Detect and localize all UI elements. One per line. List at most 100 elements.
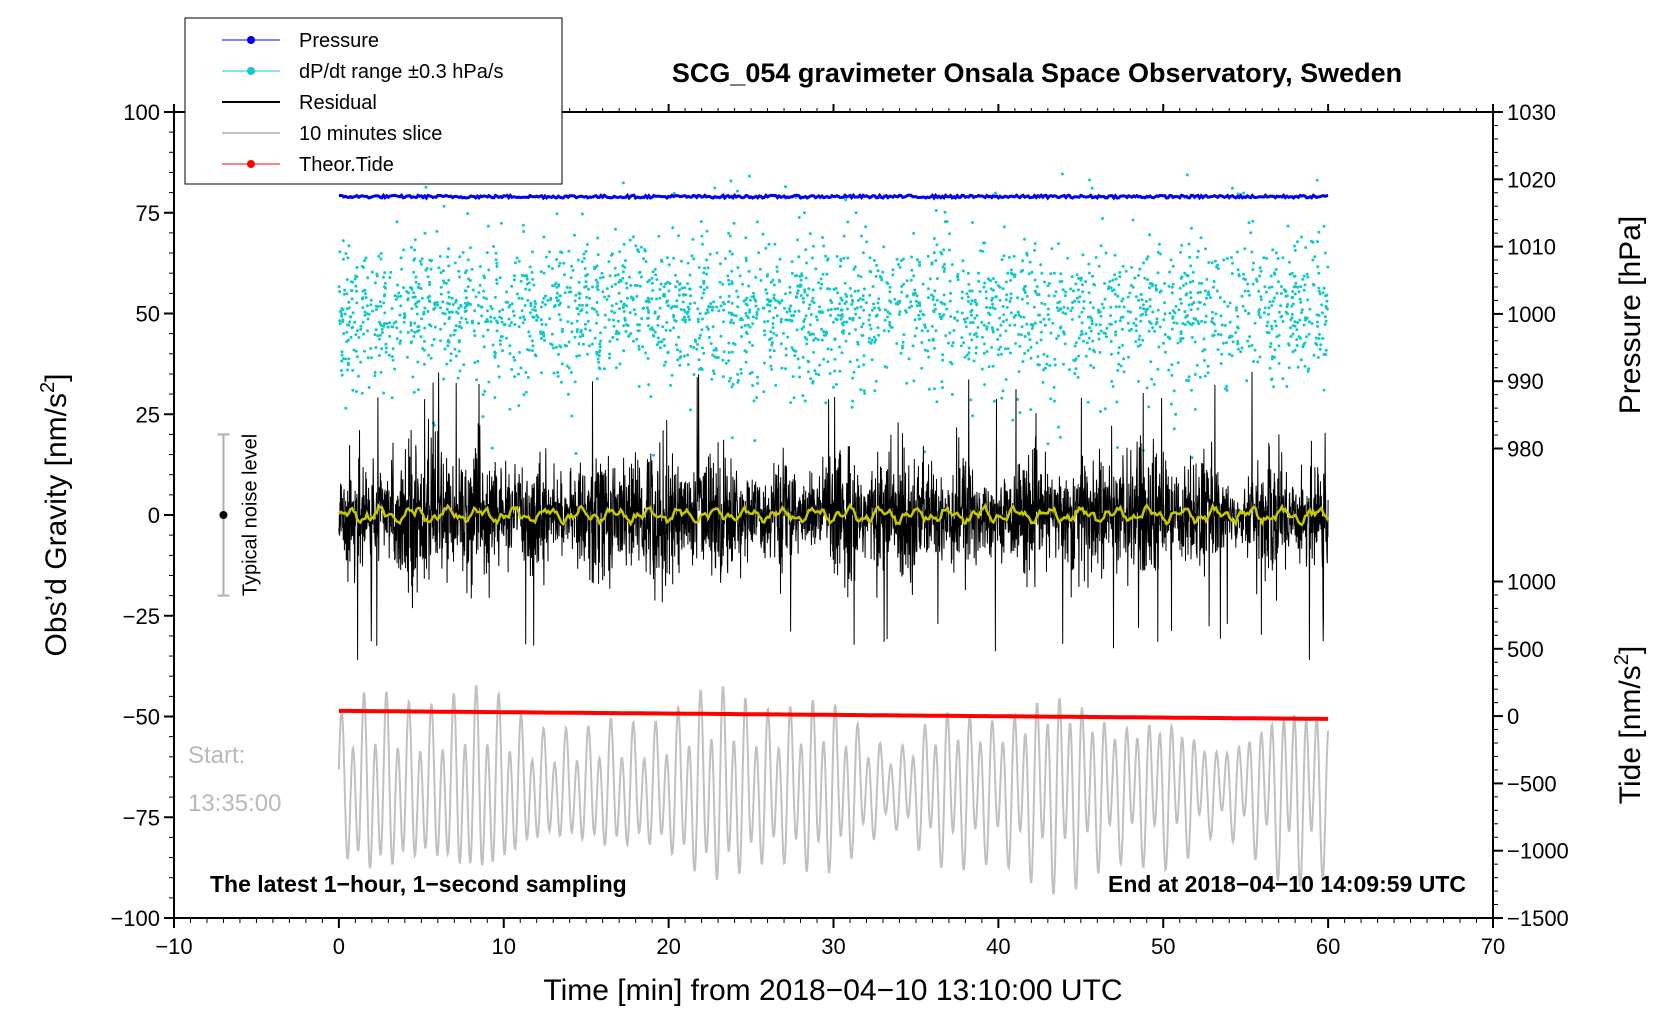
dpdt-point [791,375,795,379]
dpdt-point [637,385,641,388]
dpdt-point [351,368,355,372]
dpdt-point [621,306,625,310]
dpdt-point [898,266,902,269]
dpdt-point [411,375,415,379]
dpdt-point [859,305,863,309]
dpdt-point [651,328,655,332]
dpdt-point [974,351,978,355]
dpdt-point [495,261,499,265]
dpdt-point [874,379,878,383]
dpdt-point [1322,388,1326,392]
dpdt-point [790,346,794,350]
dpdt-point [1316,324,1320,328]
dpdt-point [350,297,354,301]
dpdt-point [1186,274,1190,278]
dpdt-point [840,308,844,312]
dpdt-point [392,321,396,325]
dpdt-point [755,313,759,317]
dpdt-point [618,250,622,254]
dpdt-point [622,310,626,313]
dpdt-point [577,342,581,346]
dpdt-point [1012,254,1016,258]
dpdt-point [1267,306,1271,310]
dpdt-point [512,314,516,318]
dpdt-point [934,259,938,263]
dpdt-point [1258,355,1262,359]
dpdt-point [458,320,462,324]
dpdt-point [1325,293,1329,297]
dpdt-point [521,321,525,325]
dpdt-point [410,329,414,332]
dpdt-point [965,316,969,320]
dpdt-point [1079,333,1083,337]
dpdt-point [570,321,574,325]
dpdt-point [969,313,973,317]
dpdt-point [681,300,685,304]
dpdt-point [1253,321,1257,325]
dpdt-point [1299,285,1303,289]
dpdt-point [459,303,463,307]
dpdt-point [366,317,370,321]
pressure-tick-label: 1010 [1507,235,1556,260]
dpdt-point [1175,321,1179,325]
dpdt-point [1305,316,1309,320]
dpdt-point [1151,310,1155,314]
dpdt-point [1074,282,1078,286]
dpdt-point [652,334,656,338]
dpdt-point [732,221,736,225]
dpdt-point [1082,299,1086,303]
dpdt-point [1299,300,1303,304]
dpdt-point [1316,240,1319,244]
dpdt-point [1148,286,1151,290]
dpdt-point [883,308,887,312]
dpdt-point [384,350,388,354]
dpdt-point [561,327,565,331]
dpdt-point [701,317,704,321]
dpdt-point [776,300,780,303]
dpdt-point [428,280,432,284]
dpdt-point [396,283,400,287]
dpdt-point [711,353,715,357]
dpdt-point [653,267,657,271]
dpdt-point [345,330,349,334]
dpdt-point [349,315,353,319]
dpdt-point [1203,374,1207,378]
dpdt-point [359,360,363,364]
dpdt-point [712,372,716,376]
dpdt-point [1298,318,1302,322]
dpdt-point [343,288,347,292]
dpdt-point [667,289,671,293]
dpdt-point [422,362,426,366]
dpdt-point [1071,289,1075,293]
dpdt-point [495,265,499,268]
dpdt-point [722,350,726,354]
dpdt-point [819,277,823,281]
dpdt-point [1089,363,1093,367]
dpdt-point [1153,329,1157,333]
dpdt-point [705,308,709,312]
dpdt-point [1038,363,1041,367]
dpdt-point [519,366,523,370]
dpdt-point [1242,277,1246,281]
dpdt-point [855,358,859,362]
dpdt-point [418,259,422,263]
dpdt-point [353,320,357,324]
dpdt-point [477,321,481,325]
dpdt-point [805,337,809,341]
dpdt-point [756,381,760,385]
dpdt-point [1103,281,1107,285]
dpdt-point [705,229,709,233]
dpdt-point [672,326,676,330]
dpdt-point [787,307,791,311]
dpdt-point [531,308,535,312]
dpdt-point [1082,306,1086,310]
dpdt-point [797,309,801,313]
dpdt-point [1197,300,1201,304]
dpdt-point [900,259,904,263]
dpdt-point [1210,320,1214,324]
dpdt-point [1005,318,1009,322]
dpdt-point [489,320,493,324]
dpdt-point [1126,309,1130,313]
dpdt-point [432,337,436,341]
dpdt-point [767,242,771,246]
